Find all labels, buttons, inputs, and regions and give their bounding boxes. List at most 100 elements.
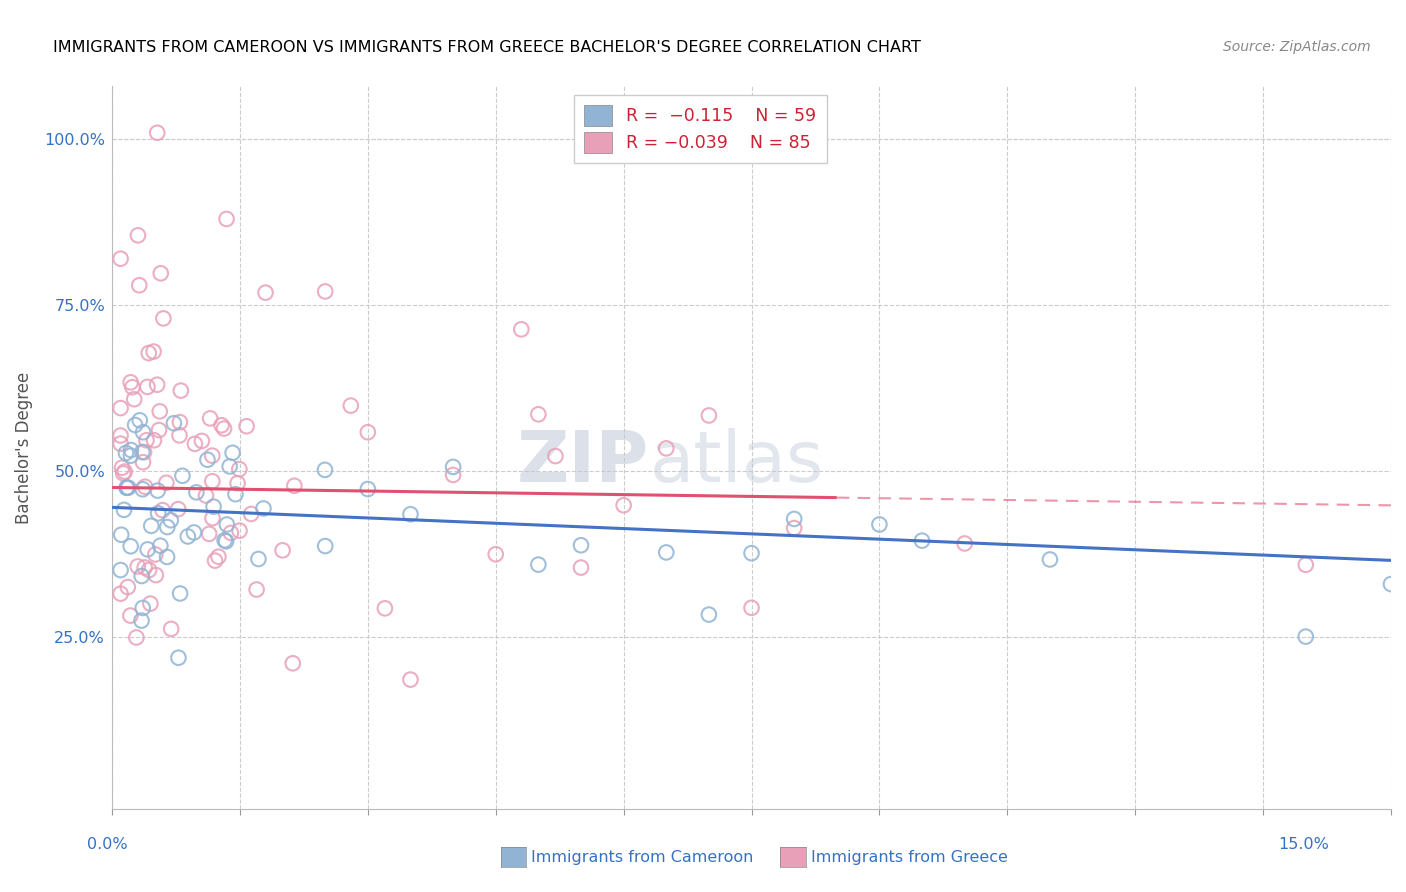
Point <box>911 533 934 548</box>
Point <box>207 549 229 564</box>
Point <box>399 508 422 522</box>
Point <box>111 460 134 475</box>
Point <box>152 503 174 517</box>
Text: 0.0%: 0.0% <box>87 838 128 852</box>
Point <box>121 380 143 394</box>
Point <box>120 376 142 390</box>
Point <box>131 614 153 628</box>
Point <box>110 436 132 450</box>
Point <box>201 475 224 489</box>
Point <box>115 481 138 495</box>
Point <box>235 419 257 434</box>
Point <box>148 423 170 437</box>
Point <box>128 278 150 293</box>
Point <box>339 399 361 413</box>
Point <box>1295 558 1317 572</box>
Point <box>228 524 250 538</box>
Point <box>783 512 806 526</box>
Point <box>120 449 142 463</box>
Point <box>149 539 172 553</box>
Point <box>485 547 508 561</box>
Point <box>240 507 263 521</box>
Point <box>125 631 148 645</box>
Point <box>136 542 159 557</box>
Point <box>136 380 159 394</box>
Point <box>215 517 238 532</box>
Point <box>221 446 243 460</box>
Point <box>201 511 224 525</box>
Point <box>245 582 267 597</box>
Point <box>115 446 138 460</box>
Point <box>177 529 200 543</box>
Point <box>218 459 240 474</box>
Point <box>131 482 153 496</box>
Point <box>198 411 221 425</box>
Point <box>510 322 533 336</box>
Point <box>110 587 132 601</box>
Point <box>120 443 142 458</box>
Point <box>127 228 149 243</box>
Point <box>569 538 592 552</box>
Text: 15.0%: 15.0% <box>1278 838 1329 852</box>
Point <box>128 413 150 427</box>
Point <box>247 552 270 566</box>
Point <box>149 266 172 280</box>
Point <box>204 554 226 568</box>
Point <box>138 563 160 577</box>
Point <box>215 534 238 549</box>
Point <box>252 501 274 516</box>
Point <box>135 434 157 448</box>
Point <box>741 600 763 615</box>
Point <box>953 536 976 550</box>
Point <box>120 539 142 553</box>
Point <box>142 344 165 359</box>
Point <box>1379 577 1402 591</box>
Legend: R =  −0.115    N = 59, R = −0.039    N = 85: R = −0.115 N = 59, R = −0.039 N = 85 <box>574 95 827 163</box>
Point <box>186 485 208 500</box>
Point <box>254 285 277 300</box>
Point <box>110 252 132 266</box>
Point <box>169 415 191 429</box>
Point <box>155 475 177 490</box>
Point <box>156 549 179 564</box>
Point <box>146 506 169 520</box>
Point <box>1039 552 1062 566</box>
Point <box>184 437 207 451</box>
Point <box>110 527 132 541</box>
Text: Immigrants from Greece: Immigrants from Greece <box>811 850 1008 864</box>
Point <box>271 543 294 558</box>
Text: Source: ZipAtlas.com: Source: ZipAtlas.com <box>1223 40 1371 54</box>
Point <box>226 476 249 491</box>
Point <box>112 503 135 517</box>
Point <box>117 580 139 594</box>
Point <box>167 502 190 516</box>
Point <box>281 657 304 671</box>
Text: ZIP: ZIP <box>517 427 650 497</box>
Point <box>215 211 238 226</box>
Point <box>134 560 156 574</box>
Point <box>441 459 464 474</box>
Point <box>211 418 233 433</box>
Point <box>224 487 246 501</box>
Point <box>527 558 550 572</box>
Point <box>183 525 205 540</box>
Point <box>146 483 169 498</box>
Point <box>120 608 142 623</box>
Point <box>613 498 636 512</box>
Point <box>399 673 422 687</box>
Point <box>132 601 155 615</box>
Point <box>441 467 464 482</box>
Point <box>214 533 236 548</box>
Point <box>569 560 592 574</box>
Point <box>374 601 396 615</box>
Point <box>1295 630 1317 644</box>
Point <box>159 513 181 527</box>
Text: IMMIGRANTS FROM CAMEROON VS IMMIGRANTS FROM GREECE BACHELOR'S DEGREE CORRELATION: IMMIGRANTS FROM CAMEROON VS IMMIGRANTS F… <box>53 40 921 55</box>
Point <box>191 434 214 448</box>
Point <box>357 482 380 496</box>
Point <box>149 404 172 418</box>
Point <box>357 425 380 440</box>
Point <box>127 559 149 574</box>
Point <box>124 417 146 432</box>
Point <box>139 597 162 611</box>
